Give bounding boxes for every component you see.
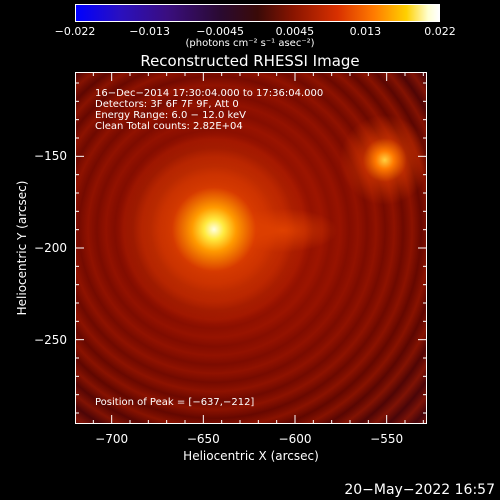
- footer-date: 20−May−2022 16:57: [344, 482, 495, 498]
- info-line: Energy Range: 6.0 − 12.0 keV: [95, 110, 246, 121]
- y-tick-label: −250: [34, 332, 67, 347]
- colorbar-tick-label: −0.0045: [196, 25, 245, 38]
- peak-position-label: Position of Peak = [−637,−212]: [95, 397, 255, 408]
- heatmap-image: [75, 72, 427, 424]
- info-line: Clean Total counts: 2.82E+04: [95, 121, 243, 132]
- colorbar-tick-label: 0.013: [349, 25, 382, 38]
- plot-area: [75, 72, 427, 424]
- colorbar-unit-label: (photons cm⁻² s⁻¹ asec⁻²): [185, 38, 315, 49]
- y-tick-label: −150: [34, 149, 67, 164]
- colorbar-tick-label: −0.013: [129, 25, 171, 38]
- x-tick-label: −550: [370, 432, 404, 446]
- x-tick-label: −700: [95, 432, 129, 446]
- colorbar-tick-label: 0.022: [424, 25, 456, 38]
- colorbar-tick-label: 0.0045: [275, 25, 315, 38]
- y-tick-label: −200: [34, 241, 67, 255]
- y-axis-label: Heliocentric Y (arcsec): [15, 180, 29, 316]
- colorbar: [75, 4, 440, 22]
- x-tick-label: −650: [186, 432, 220, 446]
- colorbar-tick-label: −0.022: [54, 25, 96, 38]
- plot-axes: [75, 72, 427, 424]
- info-line: Detectors: 3F 6F 7F 9F, Att 0: [95, 99, 239, 110]
- x-axis-label: Heliocentric X (arcsec): [183, 449, 319, 463]
- info-line: 16−Dec−2014 17:30:04.000 to 17:36:04.000: [95, 88, 324, 99]
- colorbar-gradient: [76, 5, 439, 21]
- x-tick-label: −600: [278, 432, 312, 446]
- chart-title: Reconstructed RHESSI Image: [140, 52, 360, 70]
